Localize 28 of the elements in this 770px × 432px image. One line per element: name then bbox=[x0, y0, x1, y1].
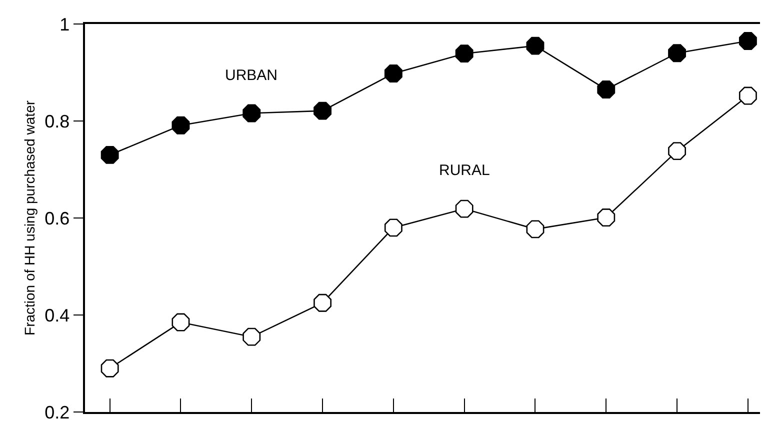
point bbox=[668, 142, 686, 160]
series-label: URBAN bbox=[225, 67, 278, 84]
y-tick-label: 1 bbox=[60, 14, 70, 34]
point bbox=[738, 86, 757, 105]
point bbox=[242, 104, 261, 122]
point bbox=[314, 102, 332, 120]
point bbox=[314, 294, 332, 312]
point bbox=[526, 220, 544, 238]
point bbox=[100, 146, 119, 164]
y-tick-label: 0.4 bbox=[44, 305, 70, 326]
point bbox=[100, 359, 119, 378]
y-tick-label: 0.6 bbox=[44, 208, 70, 228]
point bbox=[455, 44, 474, 63]
point bbox=[242, 328, 261, 346]
point bbox=[455, 200, 474, 218]
point bbox=[597, 80, 616, 98]
point bbox=[526, 36, 544, 55]
point bbox=[384, 64, 402, 82]
point bbox=[597, 208, 616, 226]
point bbox=[668, 44, 686, 62]
series-label: RURAL bbox=[439, 162, 490, 179]
point bbox=[172, 116, 190, 134]
y-tick-label: 0.8 bbox=[44, 111, 70, 132]
point bbox=[384, 218, 402, 237]
y-tick-label: 0.2 bbox=[44, 402, 70, 422]
point bbox=[172, 313, 190, 332]
y-axis-title: Fraction of HH using purchased water bbox=[22, 100, 38, 336]
point bbox=[738, 32, 757, 50]
